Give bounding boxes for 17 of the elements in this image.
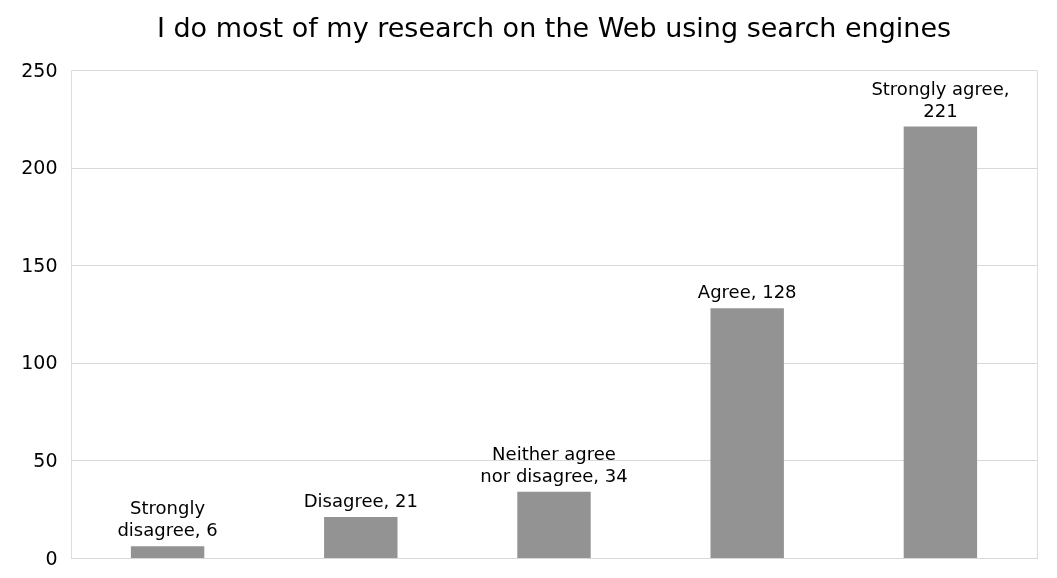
- bar: [903, 126, 978, 558]
- bar: [130, 546, 205, 558]
- y-tick-label: 0: [45, 546, 58, 569]
- bar: [710, 308, 784, 558]
- data-label: Agree, 128: [697, 281, 797, 303]
- data-label: Strongly disagree, 6: [117, 497, 218, 541]
- y-tick-label: 250: [21, 58, 58, 81]
- bar: [324, 517, 398, 558]
- data-label: Disagree, 21: [303, 490, 418, 512]
- data-label: Neither agree nor disagree, 34: [480, 442, 628, 486]
- y-tick-label: 200: [21, 156, 58, 179]
- chart-title: I do most of my research on the Web using search engines: [156, 12, 952, 43]
- y-tick-label: 100: [21, 351, 58, 374]
- data-label: Strongly agree, 221: [871, 77, 1010, 121]
- y-tick-label: 150: [21, 253, 58, 276]
- y-tick-label: 50: [33, 448, 58, 471]
- bar: [517, 491, 591, 558]
